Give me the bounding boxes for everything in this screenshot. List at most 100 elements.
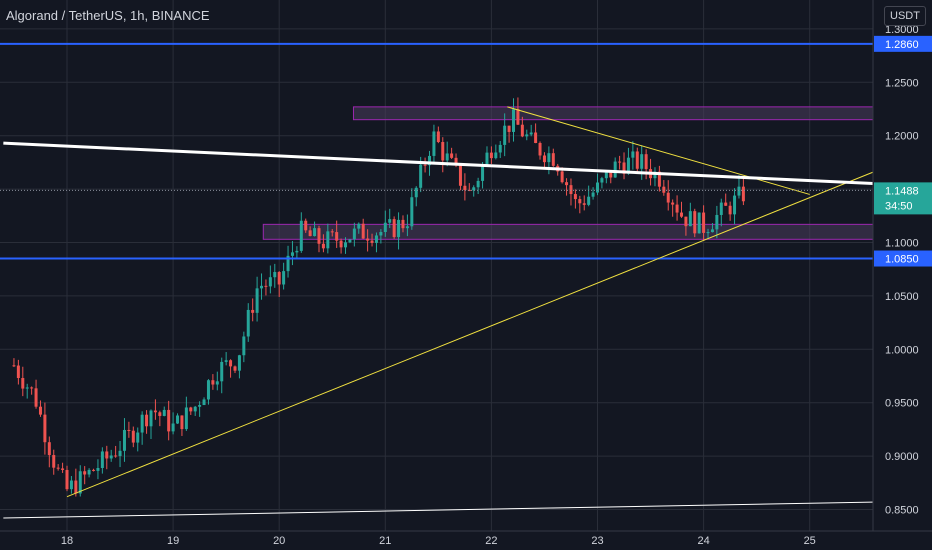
candle-body xyxy=(587,196,591,205)
candle-body xyxy=(299,220,303,251)
price-tick-label: 0.9500 xyxy=(885,398,919,410)
candle-body xyxy=(481,164,485,181)
candle-body xyxy=(242,336,246,356)
candle-body xyxy=(542,155,546,163)
candle-body xyxy=(313,228,317,237)
candle-body xyxy=(352,228,356,240)
last-price-text: 1.1488 xyxy=(885,185,919,197)
candle-body xyxy=(118,450,122,457)
time-tick-label: 25 xyxy=(804,535,816,547)
candle-body xyxy=(122,429,126,451)
candle-body xyxy=(388,219,392,223)
candle-body xyxy=(534,132,538,144)
candle-body xyxy=(671,202,675,205)
candle-body xyxy=(193,406,197,412)
time-tick-label: 21 xyxy=(379,535,391,547)
price-tick-label: 0.8500 xyxy=(885,505,919,517)
candle-body xyxy=(458,163,462,186)
level-badge-lower xyxy=(874,250,932,267)
candle-body xyxy=(34,388,38,407)
candle-body xyxy=(414,187,418,198)
candle-body xyxy=(12,365,16,367)
candle-body xyxy=(666,192,670,203)
candle-body xyxy=(109,455,113,459)
candle-body xyxy=(344,242,348,248)
candle-body xyxy=(565,182,569,186)
candle-body xyxy=(220,361,224,382)
candle-body xyxy=(229,360,233,367)
candle-body xyxy=(604,171,608,179)
candle-body xyxy=(131,430,135,443)
candle-body xyxy=(702,212,706,233)
trendline[interactable] xyxy=(507,106,810,195)
candle-body xyxy=(264,285,268,287)
candle-body xyxy=(370,240,374,243)
last-price-badge xyxy=(874,182,932,215)
candle-body xyxy=(83,471,87,475)
candle-body xyxy=(184,407,188,430)
candle-body xyxy=(472,187,476,191)
candle-body xyxy=(176,415,180,424)
candle-body xyxy=(171,423,175,432)
candle-body xyxy=(136,432,140,443)
candle-body xyxy=(211,380,215,385)
candle-body xyxy=(737,186,741,196)
candle-body xyxy=(255,288,259,313)
price-axis[interactable] xyxy=(873,0,932,550)
candle-body xyxy=(379,232,383,236)
candle-body xyxy=(215,381,219,385)
time-tick-label: 24 xyxy=(697,535,709,547)
candle-body xyxy=(30,387,34,389)
candle-body xyxy=(724,202,728,206)
candle-body xyxy=(202,399,206,406)
candle-body xyxy=(52,455,56,468)
candle-body xyxy=(578,199,582,204)
trendline[interactable] xyxy=(3,501,879,519)
candle-body xyxy=(640,154,644,169)
candle-body xyxy=(631,151,635,158)
candle-body xyxy=(644,154,648,170)
candle-body xyxy=(38,406,42,415)
candle-body xyxy=(512,109,516,132)
candle-body xyxy=(450,153,454,158)
candle-body xyxy=(69,480,73,490)
candle-body xyxy=(286,255,290,272)
candle-body xyxy=(498,144,502,153)
candle-body xyxy=(719,202,723,215)
price-tick-label: 1.3000 xyxy=(885,24,919,36)
candle-body xyxy=(591,192,595,197)
candle-body xyxy=(273,272,277,278)
candle-body xyxy=(538,143,542,156)
time-axis[interactable] xyxy=(0,531,932,550)
candle-body xyxy=(25,387,29,389)
candle-body xyxy=(149,410,153,427)
candle-body xyxy=(569,185,573,195)
candle-body xyxy=(383,222,387,233)
candle-body xyxy=(361,223,365,239)
currency-button[interactable]: USDT xyxy=(884,6,926,26)
candle-body xyxy=(21,378,25,389)
candle-body xyxy=(525,134,529,137)
candle-body xyxy=(613,161,617,178)
trendline[interactable] xyxy=(3,141,879,186)
candle-body xyxy=(237,355,241,371)
trendline[interactable] xyxy=(66,169,879,498)
candle-body xyxy=(401,219,405,229)
candle-body xyxy=(206,380,210,400)
level-badge-upper-text: 1.2860 xyxy=(885,39,919,51)
candle-body xyxy=(728,205,732,215)
candle-body xyxy=(710,229,714,233)
candle-body xyxy=(321,243,325,249)
candle-body xyxy=(679,212,683,217)
candle-body xyxy=(180,415,184,430)
candle-body xyxy=(251,309,255,313)
candle-body xyxy=(445,153,449,161)
candle-body xyxy=(635,151,639,169)
candle-body xyxy=(224,360,228,362)
level-badge-lower-text: 1.0850 xyxy=(885,254,919,266)
candle-body xyxy=(366,238,370,241)
candle-body xyxy=(485,152,489,165)
candle-body xyxy=(92,469,96,471)
candle-body xyxy=(423,164,427,166)
